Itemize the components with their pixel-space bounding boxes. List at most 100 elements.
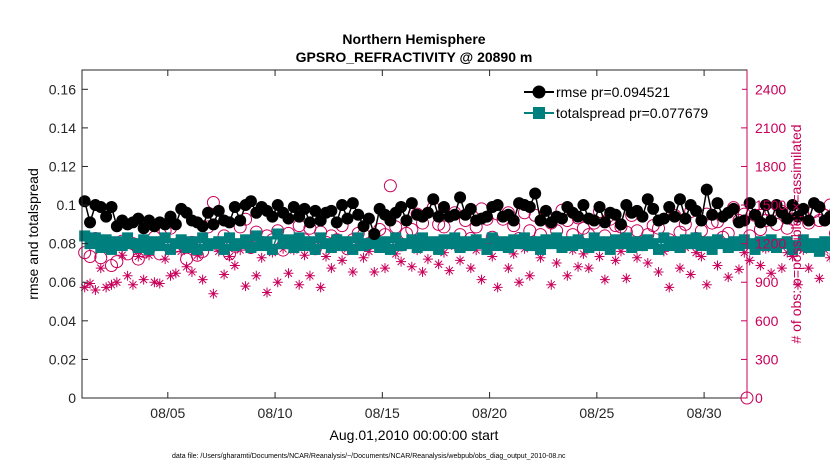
point-rmse bbox=[711, 197, 724, 210]
point-assimilated bbox=[396, 256, 407, 267]
x-tick-label: 08/30 bbox=[687, 405, 722, 421]
point-assimilated bbox=[85, 278, 96, 289]
point-totalspread bbox=[288, 242, 300, 254]
point-assimilated bbox=[615, 246, 626, 257]
y-tick-label: 0.02 bbox=[49, 351, 76, 367]
point-rmse bbox=[336, 199, 349, 212]
point-totalspread bbox=[309, 243, 321, 255]
y2-tick-label: 300 bbox=[755, 351, 779, 367]
point-rmse bbox=[202, 206, 215, 219]
point-rmse bbox=[813, 200, 826, 213]
point-totalspread bbox=[261, 236, 273, 248]
point-assimilated bbox=[208, 288, 219, 299]
point-rmse bbox=[706, 208, 719, 221]
point-totalspread bbox=[105, 243, 117, 255]
y-axis-label: rmse and totalspread bbox=[25, 168, 41, 300]
y-tick-label: 0 bbox=[68, 390, 76, 406]
point-assimilated bbox=[106, 279, 117, 290]
point-totalspread bbox=[411, 242, 423, 254]
point-assimilated bbox=[144, 250, 155, 261]
point-rmse bbox=[786, 199, 799, 212]
point-totalspread bbox=[583, 242, 595, 254]
point-rmse bbox=[228, 200, 241, 213]
point-totalspread bbox=[454, 242, 466, 254]
point-rmse bbox=[244, 195, 257, 208]
point-totalspread bbox=[599, 236, 611, 248]
point-rmse bbox=[727, 202, 740, 215]
point-totalspread bbox=[636, 240, 648, 252]
point-totalspread bbox=[379, 236, 391, 248]
x-tick-label: 08/25 bbox=[579, 405, 614, 421]
point-assimilated bbox=[723, 272, 734, 283]
point-assimilated bbox=[272, 277, 283, 288]
y2-tick-label: 0 bbox=[755, 390, 763, 406]
point-assimilated bbox=[133, 251, 144, 262]
point-assimilated bbox=[524, 270, 535, 281]
point-totalspread bbox=[588, 232, 600, 244]
point-rmse bbox=[539, 204, 552, 217]
point-totalspread bbox=[122, 232, 134, 244]
point-assimilated bbox=[792, 279, 803, 290]
point-assimilated bbox=[814, 273, 825, 284]
y-tick-label: 0.06 bbox=[49, 274, 76, 290]
x-axis-label: Aug.01,2010 00:00:00 start bbox=[330, 427, 499, 443]
point-assimilated bbox=[455, 255, 466, 266]
point-possible bbox=[83, 250, 97, 264]
y-tick-label: 0.14 bbox=[49, 120, 76, 136]
point-assimilated bbox=[696, 251, 707, 262]
point-totalspread bbox=[282, 234, 294, 246]
point-rmse bbox=[437, 200, 450, 213]
point-totalspread bbox=[374, 242, 386, 254]
point-totalspread bbox=[658, 232, 670, 244]
point-assimilated bbox=[594, 251, 605, 262]
point-assimilated bbox=[299, 250, 310, 261]
point-assimilated bbox=[642, 257, 653, 268]
point-assimilated bbox=[674, 263, 685, 274]
point-rmse bbox=[330, 216, 343, 229]
point-totalspread bbox=[223, 232, 235, 244]
point-rmse bbox=[212, 204, 225, 217]
series-rmse bbox=[78, 183, 830, 240]
point-totalspread bbox=[674, 242, 686, 254]
point-assimilated bbox=[197, 274, 208, 285]
point-totalspread bbox=[154, 240, 166, 252]
point-assimilated bbox=[417, 266, 428, 277]
point-assimilated bbox=[95, 263, 106, 274]
point-assimilated bbox=[122, 270, 133, 281]
point-rmse bbox=[196, 220, 209, 233]
point-totalspread bbox=[116, 240, 128, 252]
point-rmse bbox=[395, 200, 408, 213]
point-rmse bbox=[781, 212, 794, 225]
point-assimilated bbox=[766, 268, 777, 279]
y2-tick-label: 2400 bbox=[755, 81, 786, 97]
point-assimilated bbox=[514, 277, 525, 288]
point-totalspread bbox=[486, 232, 498, 244]
point-totalspread bbox=[476, 238, 488, 250]
point-totalspread bbox=[792, 240, 804, 252]
point-totalspread bbox=[406, 234, 418, 246]
point-assimilated bbox=[685, 269, 696, 280]
point-rmse bbox=[657, 212, 670, 225]
point-assimilated bbox=[380, 263, 391, 274]
point-assimilated bbox=[733, 264, 744, 275]
x-tick-label: 08/15 bbox=[365, 405, 400, 421]
point-rmse bbox=[132, 212, 145, 225]
point-totalspread bbox=[240, 234, 252, 246]
point-assimilated bbox=[583, 263, 594, 274]
point-assimilated bbox=[535, 252, 546, 263]
point-assimilated bbox=[363, 246, 374, 257]
point-totalspread bbox=[272, 228, 284, 240]
point-possible bbox=[94, 251, 108, 265]
point-assimilated bbox=[170, 268, 181, 279]
point-totalspread bbox=[433, 243, 445, 255]
point-totalspread bbox=[604, 243, 616, 255]
point-assimilated bbox=[304, 270, 315, 281]
point-assimilated bbox=[219, 269, 230, 280]
point-assimilated bbox=[444, 265, 455, 276]
point-totalspread bbox=[95, 242, 107, 254]
point-rmse bbox=[614, 218, 627, 231]
point-rmse bbox=[765, 214, 778, 227]
point-totalspread bbox=[341, 236, 353, 248]
point-totalspread bbox=[245, 242, 257, 254]
point-rmse bbox=[743, 197, 756, 210]
